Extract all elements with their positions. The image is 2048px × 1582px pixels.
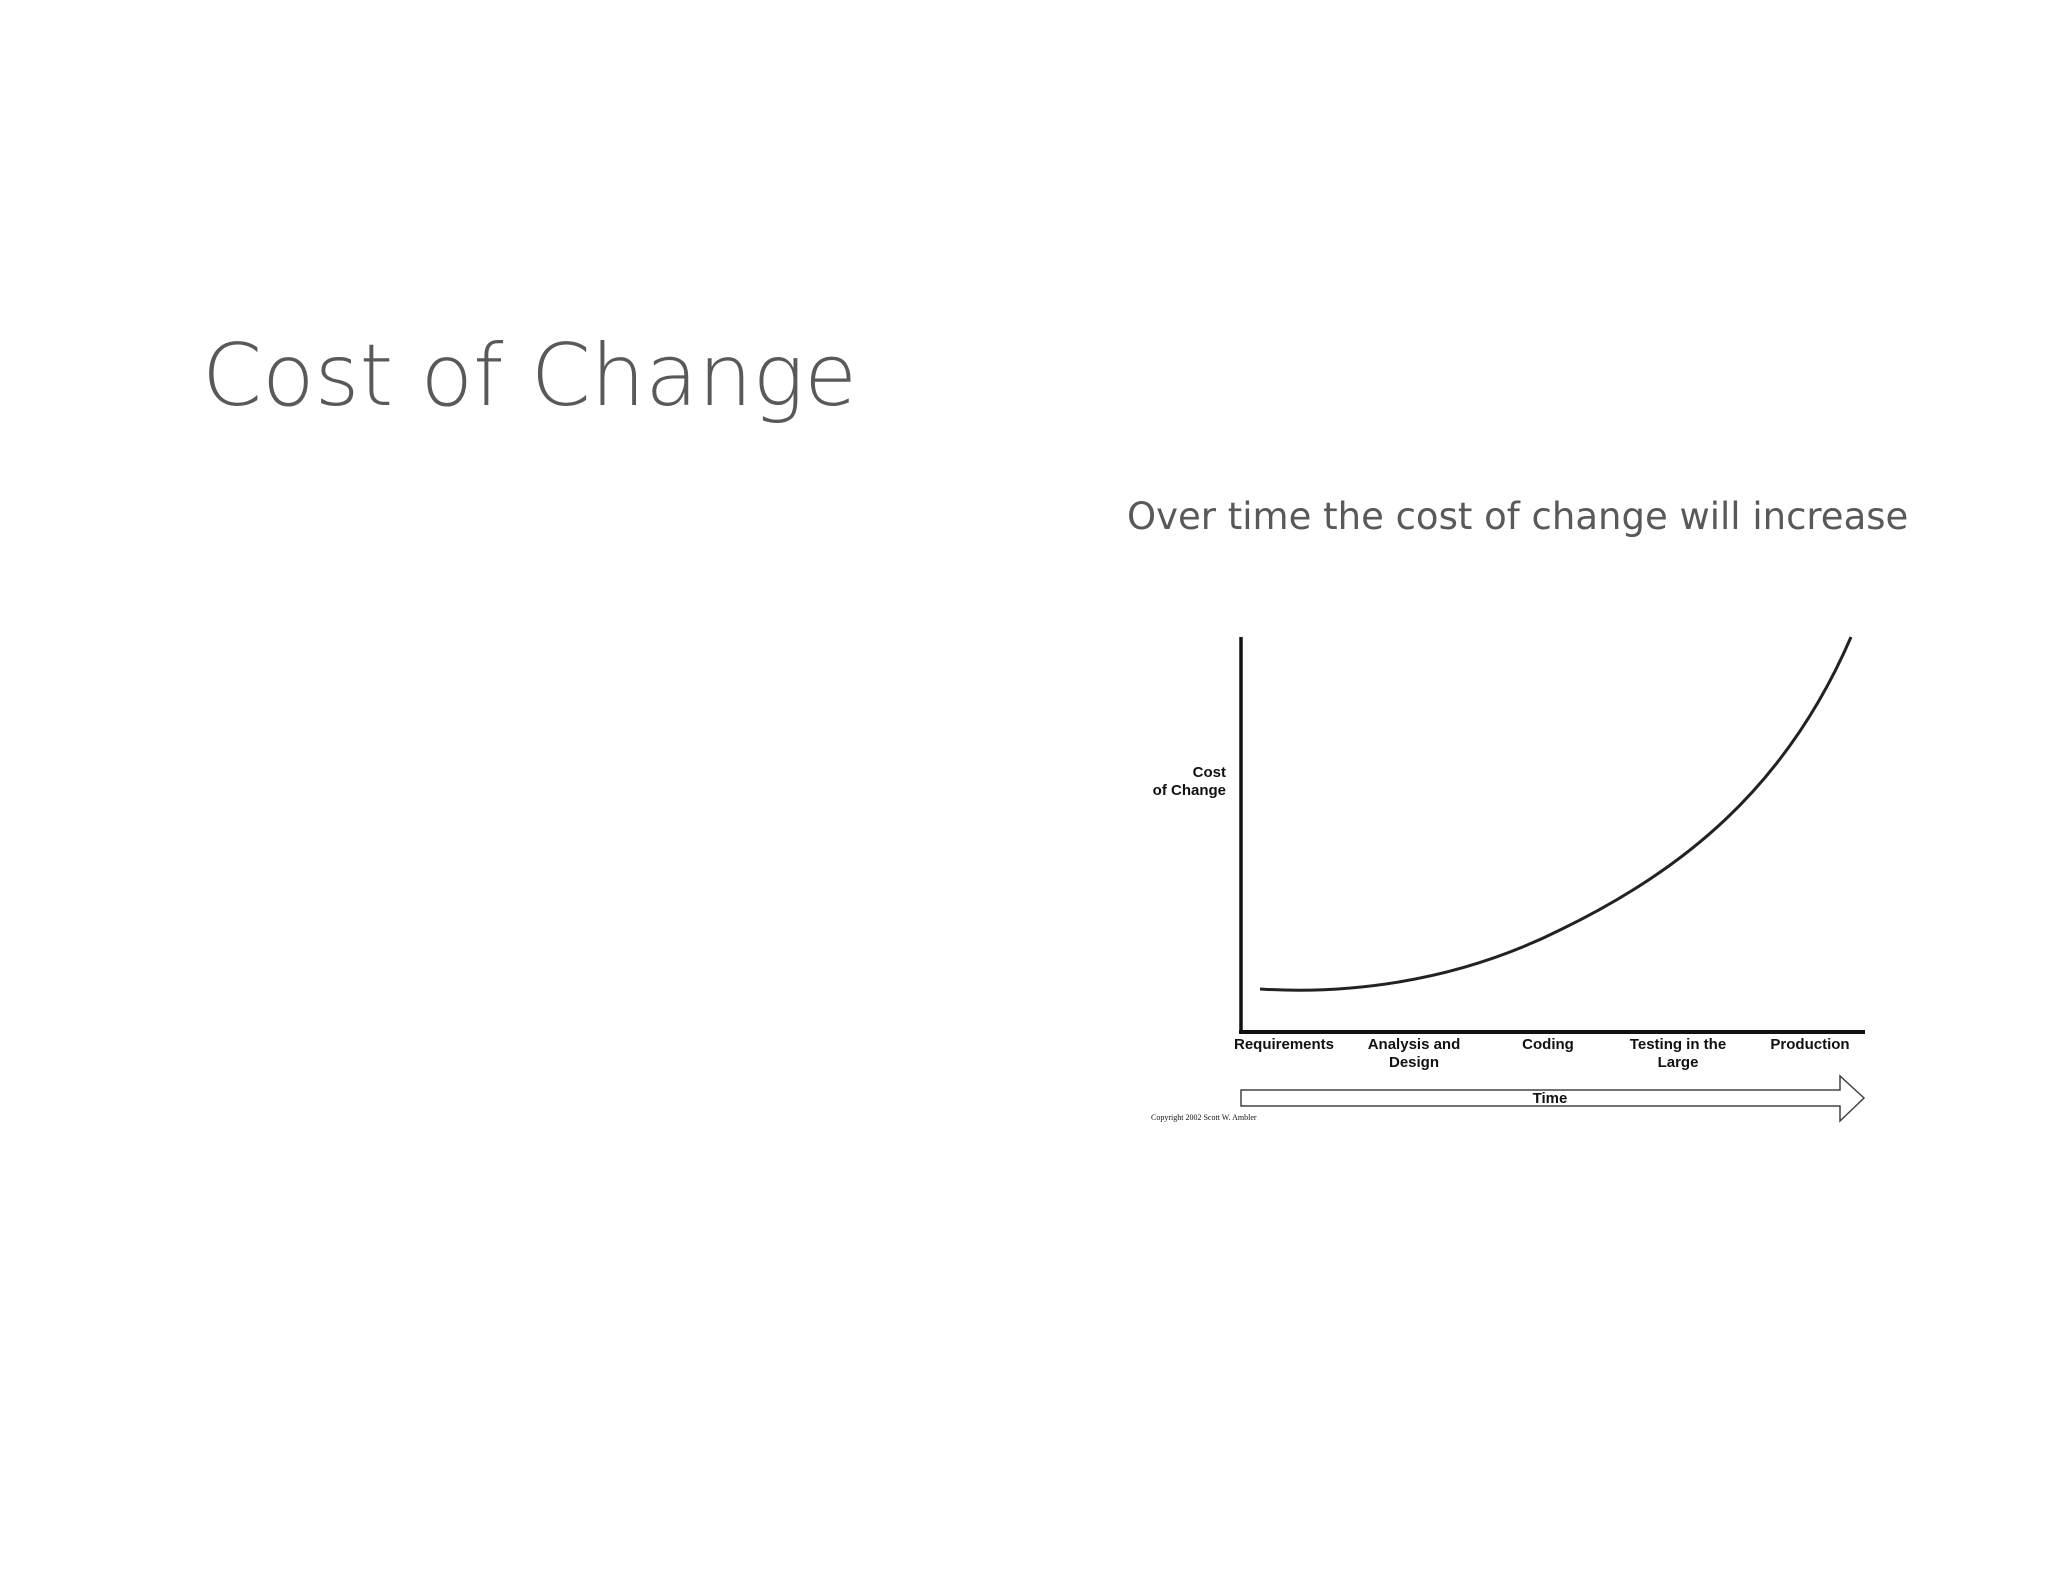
stage-label: Design bbox=[1389, 1054, 1439, 1071]
stage-label: Large bbox=[1658, 1054, 1699, 1071]
time-label: Time bbox=[1533, 1090, 1568, 1107]
copyright: Copyright 2002 Scott W. Ambler bbox=[1151, 1113, 1257, 1122]
stage-label: Analysis and bbox=[1368, 1036, 1461, 1053]
stage-label: Testing in the bbox=[1630, 1036, 1726, 1053]
stage-label: Requirements bbox=[1234, 1036, 1334, 1053]
y-axis-label: of Change bbox=[1153, 782, 1226, 799]
cost-curve bbox=[1259, 636, 1853, 992]
stage-label: Coding bbox=[1522, 1036, 1574, 1053]
slide-subtitle: Over time the cost of change will increa… bbox=[1127, 495, 1908, 538]
y-axis-label: Cost bbox=[1193, 764, 1226, 781]
time-arrow bbox=[1240, 1074, 1866, 1123]
cost-diagram: Cost of Change Time Copyright 2002 Scott… bbox=[1151, 636, 1866, 1123]
slide-title: Cost of Change bbox=[202, 326, 857, 426]
stage-label: Production bbox=[1770, 1036, 1849, 1053]
